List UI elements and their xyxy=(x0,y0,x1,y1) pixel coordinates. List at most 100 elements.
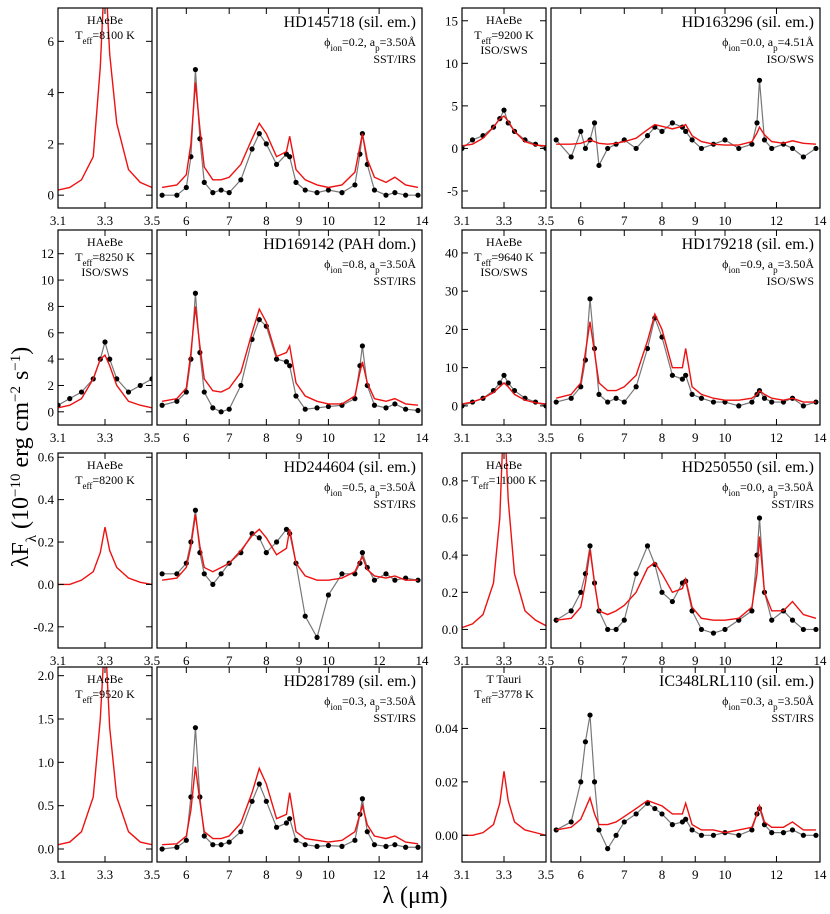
y-tick-label: 0.4 xyxy=(442,548,459,563)
panel-frame xyxy=(550,229,821,426)
subscript: p xyxy=(375,488,380,498)
x-tick-label: 3.3 xyxy=(97,653,113,668)
observed-point xyxy=(302,406,308,412)
observed-point xyxy=(159,846,165,852)
y-tick-label: 6 xyxy=(48,325,55,340)
observed-point xyxy=(174,398,180,404)
x-tick-label: 3.3 xyxy=(496,213,512,228)
observed-point xyxy=(256,131,262,137)
y-tick-label: 4 xyxy=(48,352,55,367)
observed-point xyxy=(736,145,742,152)
observed-point xyxy=(287,816,293,822)
observed-point xyxy=(605,145,611,152)
observed-point xyxy=(249,146,255,152)
y-axis-label-part: λ xyxy=(24,534,40,542)
plot-area xyxy=(553,515,819,636)
observed-point xyxy=(256,535,262,541)
phi-symbol: ϕ xyxy=(324,694,330,708)
model-parameters: ϕion=0.0, ap=4.51Å xyxy=(722,35,814,53)
observed-point xyxy=(352,182,358,188)
panel-title: HD179218 (sil. em.) xyxy=(682,236,814,253)
temperature-value: =8200 K xyxy=(92,473,135,487)
x-tick-label: 6 xyxy=(578,867,585,882)
plot-area xyxy=(159,507,421,641)
observed-point xyxy=(210,190,216,196)
model-parameters: ϕion=0.8, ap=3.50Å xyxy=(324,257,416,275)
observed-point xyxy=(67,396,73,402)
observed-point xyxy=(659,128,665,134)
x-tick-label: 14 xyxy=(416,430,430,445)
plot-area xyxy=(462,372,546,409)
observed-point xyxy=(501,372,507,378)
observed-point xyxy=(736,832,742,838)
temperature-symbol: T xyxy=(471,473,479,487)
x-tick-label: 3.5 xyxy=(538,430,554,445)
phi-symbol: ϕ xyxy=(722,257,728,271)
x-tick-label: 10 xyxy=(322,430,335,445)
x-tick-label: 10 xyxy=(322,213,335,228)
observed-point xyxy=(613,395,619,401)
observed-point xyxy=(293,393,299,399)
size-value: =3.50Å xyxy=(380,257,417,271)
observed-point xyxy=(800,626,806,633)
x-tick-label: 3.3 xyxy=(496,430,512,445)
subscript: eff xyxy=(479,481,489,491)
instrument: SST/IRS xyxy=(373,52,416,66)
size-value: =3.50Å xyxy=(380,694,417,708)
observed-point xyxy=(183,389,189,395)
x-tick-label: 7 xyxy=(226,867,233,882)
size-symbol: a xyxy=(768,480,774,494)
x-tick-label: 3.1 xyxy=(454,213,470,228)
observed-point xyxy=(591,120,598,126)
observed-point xyxy=(698,832,705,838)
y-axis-label-part: s xyxy=(8,371,34,386)
y-tick-label: 1.5 xyxy=(38,712,54,727)
model-parameters: ϕion=0.3, ap=3.50Å xyxy=(324,694,416,712)
observed-point xyxy=(293,179,299,185)
x-tick-label: 8 xyxy=(659,867,666,882)
x-tick-label: 9 xyxy=(296,430,303,445)
x-tick-label: 6 xyxy=(183,653,190,668)
plot-area xyxy=(462,453,546,629)
observed-point xyxy=(302,187,308,193)
x-tick-label: 12 xyxy=(770,867,783,882)
panel: 6 7 8 9 10 12 14 HD169142 (PAH dom.) ϕion=0.8, a… xyxy=(156,229,430,445)
y-tick-label: 0.02 xyxy=(435,774,458,789)
y-tick-label: 8 xyxy=(48,299,55,314)
effective-temperature: Teff=8200 K xyxy=(75,473,135,491)
plot-area xyxy=(553,296,819,409)
phi-symbol: ϕ xyxy=(722,480,728,494)
observed-point xyxy=(789,145,796,152)
x-tick-label: 9 xyxy=(692,430,699,445)
x-tick-label: 6 xyxy=(183,430,190,445)
observed-point xyxy=(192,66,199,73)
x-tick-label: 9 xyxy=(692,867,699,882)
observed-line xyxy=(555,517,816,634)
observed-point xyxy=(339,190,345,196)
observed-point xyxy=(689,827,695,833)
y-tick-label: 10 xyxy=(445,56,458,71)
x-tick-label: 14 xyxy=(814,213,828,228)
phi-value: =0.8, xyxy=(342,257,370,271)
observed-point xyxy=(238,382,244,389)
observed-point xyxy=(683,816,689,822)
x-tick-label: 3.5 xyxy=(538,867,554,882)
observed-point xyxy=(201,571,207,577)
subscript: ion xyxy=(330,702,342,712)
x-tick-label: 8 xyxy=(659,653,666,668)
observed-point xyxy=(392,577,398,583)
observed-point xyxy=(58,402,61,408)
observed-point xyxy=(621,617,627,623)
x-tick-label: 12 xyxy=(770,430,783,445)
observed-point xyxy=(722,626,728,633)
observed-point xyxy=(789,617,796,623)
observed-point xyxy=(383,571,389,577)
observed-point xyxy=(621,399,627,405)
observed-point xyxy=(769,399,775,405)
observed-point xyxy=(780,830,787,836)
observed-point xyxy=(392,842,398,848)
